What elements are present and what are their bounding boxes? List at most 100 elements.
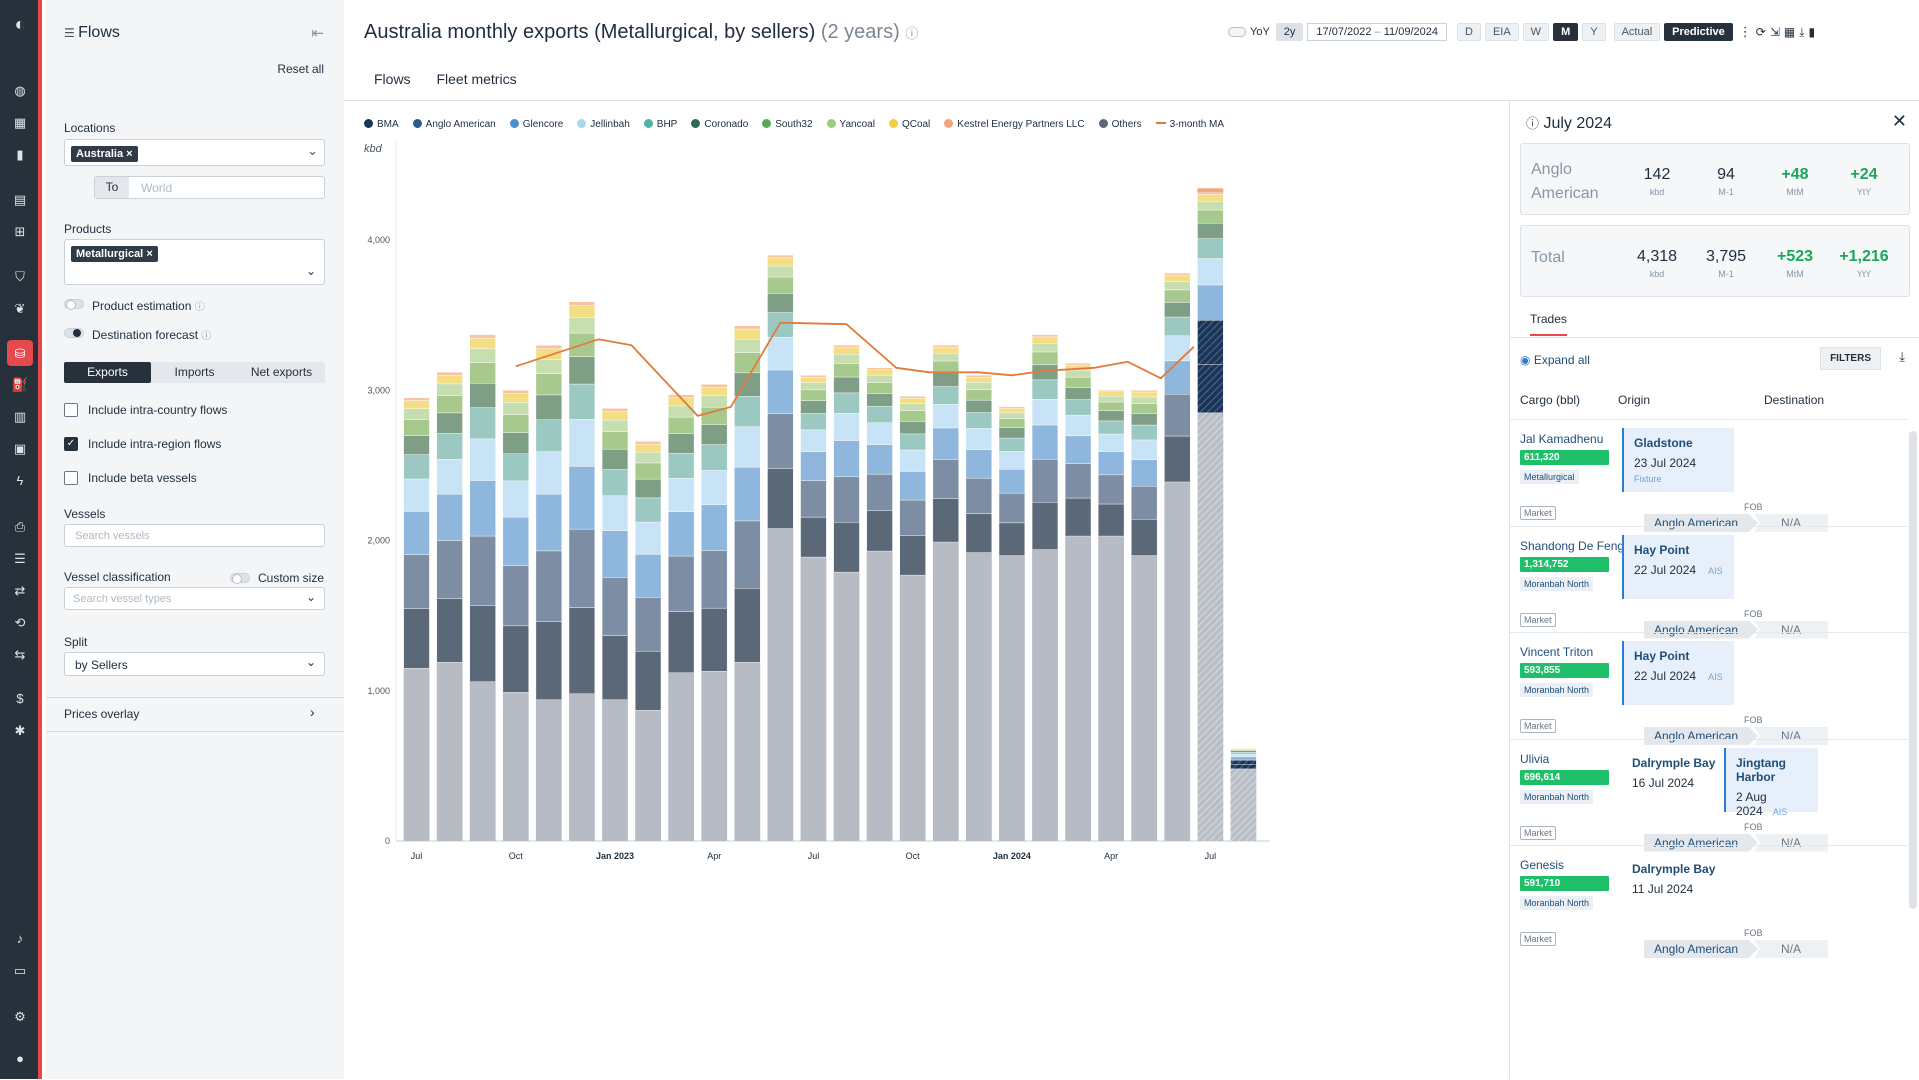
to-field[interactable]: To World	[94, 176, 325, 199]
chevron-right-icon[interactable]: ›	[310, 704, 315, 720]
period-m-button[interactable]: M	[1553, 23, 1578, 41]
intra-region-checkbox[interactable]: ✓	[64, 437, 78, 451]
asterisk-icon[interactable]: ✱	[10, 720, 30, 740]
range-button[interactable]: 2y	[1276, 23, 1304, 41]
info-icon[interactable]: ⓘ	[905, 26, 918, 41]
trade-icon[interactable]: ⛁	[7, 340, 33, 366]
locations-field[interactable]: Australia × ⌄	[64, 139, 325, 166]
swap-icon[interactable]: ⇆	[10, 644, 30, 664]
grid-icon[interactable]: ▦	[1784, 25, 1795, 39]
custom-size-toggle[interactable]	[230, 573, 250, 583]
vessel-name[interactable]: Jal Kamadhenu	[1520, 432, 1603, 446]
expand-all-button[interactable]: ◉ Expand all	[1520, 353, 1590, 367]
user-icon[interactable]: ●	[10, 1048, 30, 1068]
destination-forecast-toggle[interactable]	[64, 328, 84, 338]
bar-segment	[1197, 210, 1223, 223]
download-icon[interactable]: ⤓	[1799, 25, 1804, 40]
tab-net-exports[interactable]: Net exports	[238, 362, 325, 383]
route-icon[interactable]: ⇄	[10, 580, 30, 600]
vessels-input[interactable]: Search vessels	[64, 524, 325, 547]
date-range[interactable]: 17/07/2022 – 11/09/2024	[1307, 23, 1447, 41]
vessel-types-select[interactable]: Search vessel types ⌄	[64, 587, 325, 610]
close-icon[interactable]: ✕	[1892, 111, 1907, 132]
repeat-icon[interactable]: ⟲	[10, 612, 30, 632]
period-d-button[interactable]: D	[1457, 23, 1481, 41]
globe-icon[interactable]: ◍	[10, 80, 30, 100]
flows-icon[interactable]: ⊞	[10, 221, 30, 241]
to-input[interactable]: World	[141, 181, 172, 195]
predictive-button[interactable]: Predictive	[1664, 23, 1733, 41]
split-select[interactable]: by Sellers ⌄	[64, 652, 325, 676]
info-icon[interactable]: ⓘ	[1526, 116, 1539, 131]
tab-trades[interactable]: Trades	[1530, 312, 1567, 336]
info-icon[interactable]: ⓘ	[195, 302, 205, 313]
lng-icon[interactable]: ▣	[10, 438, 30, 458]
product-estimation-toggle[interactable]	[64, 299, 84, 309]
shield-icon[interactable]: ⛉	[10, 266, 30, 286]
user-settings-icon[interactable]: ⚙	[10, 1006, 30, 1026]
tab-fleet-metrics[interactable]: Fleet metrics	[436, 71, 516, 87]
more-icon[interactable]: ⋮	[1739, 24, 1752, 40]
refresh-icon[interactable]: ⟳	[1756, 25, 1766, 39]
vessel-name[interactable]: Shandong De Feng	[1520, 539, 1624, 553]
bell-icon[interactable]: ♪	[10, 928, 30, 948]
bar-segment	[867, 382, 893, 393]
chevron-down-icon[interactable]: ⌄	[306, 655, 316, 669]
chevron-double-icon[interactable]: ⌄	[307, 143, 318, 159]
date-from[interactable]: 17/07/2022	[1316, 26, 1371, 38]
export-icon[interactable]: ⇲	[1770, 25, 1780, 39]
bookmark-icon[interactable]: ▮	[10, 144, 30, 164]
product-chip[interactable]: Metallurgical ×	[71, 246, 158, 262]
reset-all-link[interactable]: Reset all	[277, 62, 324, 76]
vessel-name[interactable]: Genesis	[1520, 858, 1564, 872]
yoy-toggle[interactable]	[1228, 27, 1246, 37]
power-icon[interactable]: ϟ	[10, 470, 30, 490]
bar-segment	[867, 423, 893, 445]
period-eia-button[interactable]: EIA	[1485, 23, 1519, 41]
period-w-button[interactable]: W	[1523, 23, 1549, 41]
dollar-icon[interactable]: $	[10, 688, 30, 708]
tab-flows[interactable]: Flows	[374, 71, 411, 87]
prices-overlay-toggle[interactable]: Prices overlay	[64, 707, 139, 721]
chevron-down-icon[interactable]: ⌄	[306, 590, 316, 604]
oil-icon[interactable]: ⛽	[10, 374, 30, 394]
filters-button[interactable]: FILTERS	[1820, 347, 1881, 370]
seller-chip[interactable]: Anglo American	[1644, 940, 1758, 958]
collapse-icon[interactable]: ⇤	[311, 24, 324, 42]
leaf-icon[interactable]: ❦	[10, 298, 30, 318]
beta-vessels-checkbox[interactable]	[64, 471, 78, 485]
logo-icon[interactable]: ◐	[10, 14, 30, 34]
date-to[interactable]: 11/09/2024	[1384, 26, 1438, 38]
info-icon[interactable]: ⓘ	[201, 331, 211, 342]
vessel-name[interactable]: Vincent Triton	[1520, 645, 1593, 659]
close-icon[interactable]: ×	[146, 248, 152, 260]
list-icon[interactable]: ☰	[10, 548, 30, 568]
print-icon[interactable]: ⎙	[10, 516, 30, 536]
vessel-name[interactable]: Ulivia	[1520, 752, 1549, 766]
scrollbar[interactable]	[1909, 431, 1917, 909]
chat-icon[interactable]: ▭	[10, 960, 30, 980]
download-icon[interactable]: ⤓	[1899, 349, 1905, 365]
location-chip[interactable]: Australia ×	[71, 146, 138, 162]
dashboard-icon[interactable]: ▦	[10, 112, 30, 132]
chevron-down-icon[interactable]: ⌄	[306, 264, 316, 278]
bookmark-icon[interactable]: ▮	[1809, 25, 1816, 39]
period-y-button[interactable]: Y	[1582, 23, 1605, 41]
tab-exports[interactable]: Exports	[64, 362, 151, 383]
report-icon[interactable]: ▤	[10, 189, 30, 209]
products-field[interactable]: Metallurgical × ⌄	[64, 239, 325, 285]
chart-icon[interactable]: ▥	[10, 406, 30, 426]
tab-imports[interactable]: Imports	[151, 362, 238, 383]
intra-country-checkbox[interactable]	[64, 403, 78, 417]
buyer-chip[interactable]: N/A	[1754, 940, 1828, 958]
close-icon[interactable]: ×	[126, 148, 132, 160]
actual-button[interactable]: Actual	[1614, 23, 1661, 41]
